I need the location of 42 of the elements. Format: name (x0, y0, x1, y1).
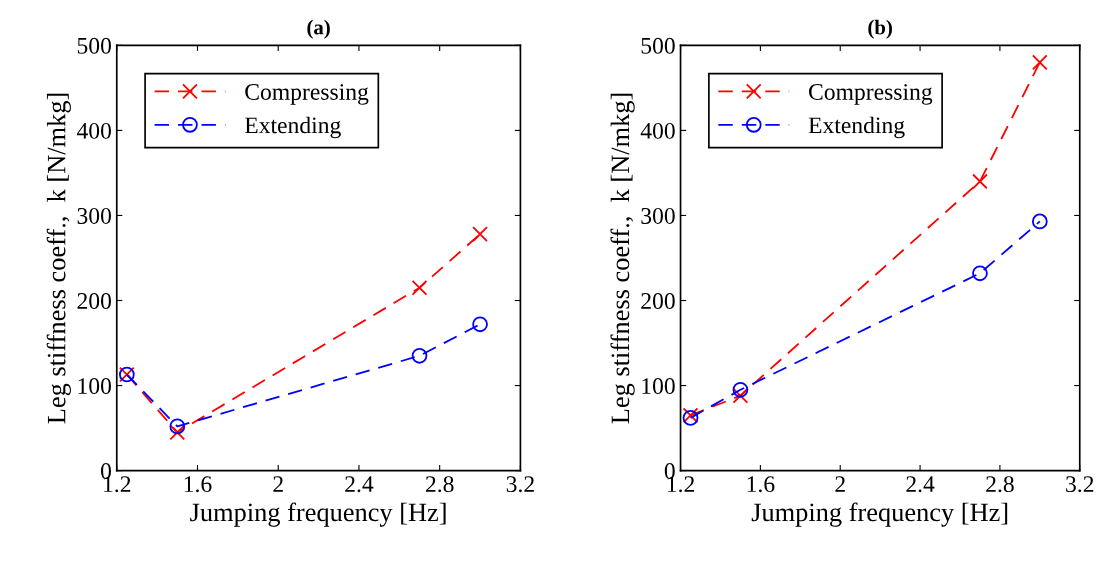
point (472, 316, 488, 333)
y-tick-label: 200 (641, 293, 675, 309)
y-tick-label: 100 (78, 378, 111, 394)
y-tick-label: 400 (640, 122, 675, 139)
y-tick-label: 100 (642, 378, 675, 394)
chart-title: (b) (868, 19, 892, 39)
x-tick-label: 1.6 (184, 476, 212, 493)
y-axis-title: Leg stiffness coeff., k [N/mkg] (46, 93, 71, 424)
point (1031, 213, 1048, 230)
x-tick-label: 2.8 (986, 476, 1014, 493)
legend-label: Compressing (809, 84, 933, 105)
x-tick-label: 3.2 (506, 476, 534, 493)
y-tick-label: 400 (76, 122, 111, 139)
x-axis-title: Jumping frequency [Hz] (190, 502, 446, 527)
chart-title: (a) (307, 19, 330, 39)
x-tick-label: 2 (273, 476, 283, 492)
x-tick-label: 1.6 (747, 476, 775, 493)
y-tick-label: 200 (77, 293, 111, 309)
point (972, 265, 988, 282)
x-tick-label: 2.4 (345, 476, 374, 493)
legend-label: Extending (244, 116, 341, 139)
point (472, 226, 488, 243)
point (1031, 54, 1048, 71)
y-tick-label: 300 (641, 207, 675, 224)
x-axis-title: Jumping frequency [Hz] (751, 502, 1008, 527)
legend-label: Compressing (245, 84, 369, 105)
y-tick-label: 500 (641, 37, 675, 54)
point (732, 381, 749, 398)
point (169, 418, 186, 435)
point (169, 424, 186, 441)
point (411, 279, 428, 296)
y-axis-title: Leg stiffness coeff., k [N/mkg] (610, 93, 635, 424)
point (972, 173, 988, 190)
point (411, 347, 428, 364)
point (732, 387, 749, 404)
x-tick-label: 2 (835, 476, 845, 492)
x-tick-label: 3.2 (1066, 476, 1094, 493)
y-tick-label: 300 (77, 207, 111, 224)
x-tick-label: 2.4 (906, 476, 935, 493)
legend-label: Extending (808, 116, 905, 139)
y-tick-label: 500 (77, 37, 111, 54)
x-tick-label: 2.8 (425, 476, 454, 493)
